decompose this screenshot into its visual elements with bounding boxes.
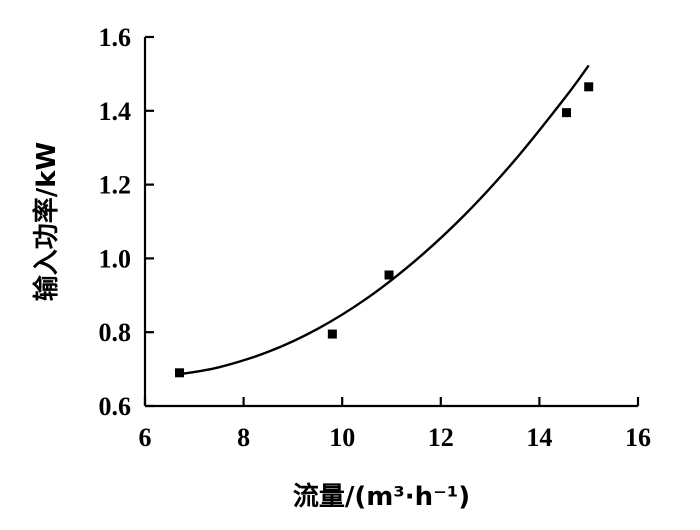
- data-points: [175, 82, 594, 378]
- x-tick-label: 6: [139, 423, 152, 452]
- x-ticks: 6 8 10 12 14 16: [139, 397, 651, 452]
- y-ticks: 0.6 0.8 1.0 1.2 1.4 1.6: [99, 23, 154, 421]
- y-tick-label: 0.6: [99, 392, 132, 421]
- y-tick-label: 1.0: [99, 244, 132, 273]
- x-tick-label: 12: [428, 423, 454, 452]
- data-point: [384, 270, 394, 280]
- y-tick-label: 1.4: [99, 97, 132, 126]
- fit-curve: [179, 64, 590, 376]
- y-tick-label: 0.8: [99, 318, 132, 347]
- x-axis-title: 流量/(m³·h⁻¹): [293, 482, 470, 512]
- x-tick-label: 16: [625, 423, 651, 452]
- data-point: [175, 368, 185, 378]
- data-point: [327, 329, 337, 339]
- x-tick-label: 14: [526, 423, 552, 452]
- data-point: [584, 82, 594, 92]
- y-tick-label: 1.2: [99, 171, 132, 200]
- x-tick-label: 10: [329, 423, 355, 452]
- x-tick-label: 8: [237, 423, 250, 452]
- y-axis-title: 输入功率/kW: [31, 142, 62, 301]
- data-point: [562, 108, 572, 118]
- axes: [143, 37, 638, 408]
- y-tick-label: 1.6: [99, 23, 132, 52]
